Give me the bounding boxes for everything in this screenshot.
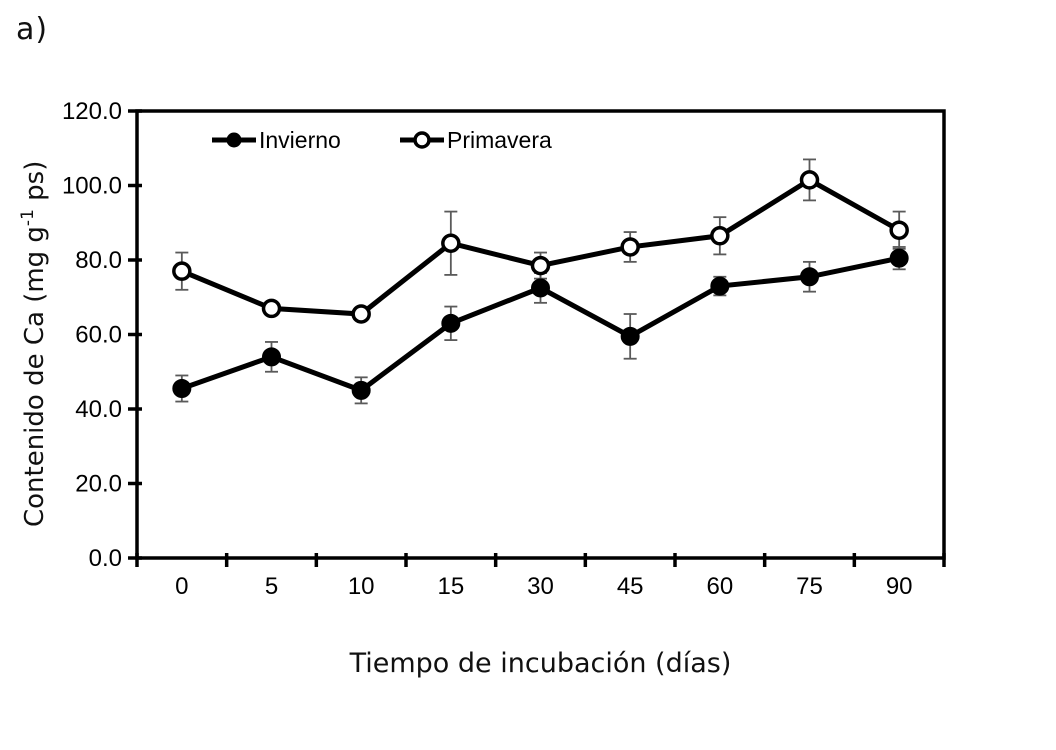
marker-invierno-3: [441, 313, 461, 333]
y-tick-label-3: 60.0: [75, 322, 122, 349]
marker-invierno-4: [531, 278, 550, 298]
marker-invierno-6: [710, 276, 730, 296]
y-tick-label-5: 100.0: [62, 173, 122, 200]
y-axis-title: Contenido de Ca (mg g-1 ps): [18, 94, 50, 594]
legend-marker-invierno: [226, 132, 242, 148]
marker-primavera-2: [351, 304, 371, 324]
marker-invierno-2: [351, 380, 371, 400]
y-tick-label-1: 20.0: [75, 471, 122, 498]
y-tick-label-2: 40.0: [75, 396, 122, 423]
marker-primavera-8: [889, 220, 909, 240]
marker-invierno-0: [172, 379, 192, 399]
marker-primavera-4: [530, 255, 551, 276]
marker-invierno-7: [800, 267, 819, 287]
legend-label-invierno: Invierno: [259, 127, 341, 153]
x-axis-title: Tiempo de incubación (días): [349, 648, 732, 679]
marker-invierno-1: [262, 347, 281, 367]
x-tick-label-0: 0: [175, 573, 188, 600]
marker-primavera-0: [172, 261, 192, 281]
marker-invierno-5: [620, 326, 640, 346]
x-tick-label-4: 30: [527, 573, 554, 600]
marker-primavera-1: [261, 298, 282, 319]
panel-label: a): [16, 12, 49, 47]
y-tick-label-6: 120.0: [62, 98, 122, 125]
legend-marker-primavera: [413, 131, 431, 149]
x-tick-label-3: 15: [437, 573, 464, 600]
x-tick-label-6: 60: [706, 573, 733, 600]
legend-label-primavera: Primavera: [447, 127, 552, 153]
marker-primavera-7: [799, 170, 820, 190]
plot-frame: [135, 109, 946, 560]
y-axis-title-text: Contenido de Ca (mg g: [19, 226, 50, 528]
x-tick-label-8: 90: [886, 573, 913, 600]
marker-primavera-6: [710, 226, 730, 246]
marker-primavera-3: [441, 233, 461, 253]
x-tick-label-1: 5: [265, 573, 278, 600]
marker-invierno-8: [889, 248, 909, 268]
y-tick-label-0: 0.0: [89, 545, 122, 572]
y-axis-title-suffix: ps): [19, 160, 50, 210]
y-tick-label-4: 80.0: [75, 247, 122, 274]
marker-primavera-5: [620, 237, 640, 257]
x-tick-label-5: 45: [617, 573, 644, 600]
x-tick-label-2: 10: [348, 573, 375, 600]
x-tick-label-7: 75: [796, 573, 823, 600]
y-axis-title-superscript: -1: [18, 209, 39, 227]
